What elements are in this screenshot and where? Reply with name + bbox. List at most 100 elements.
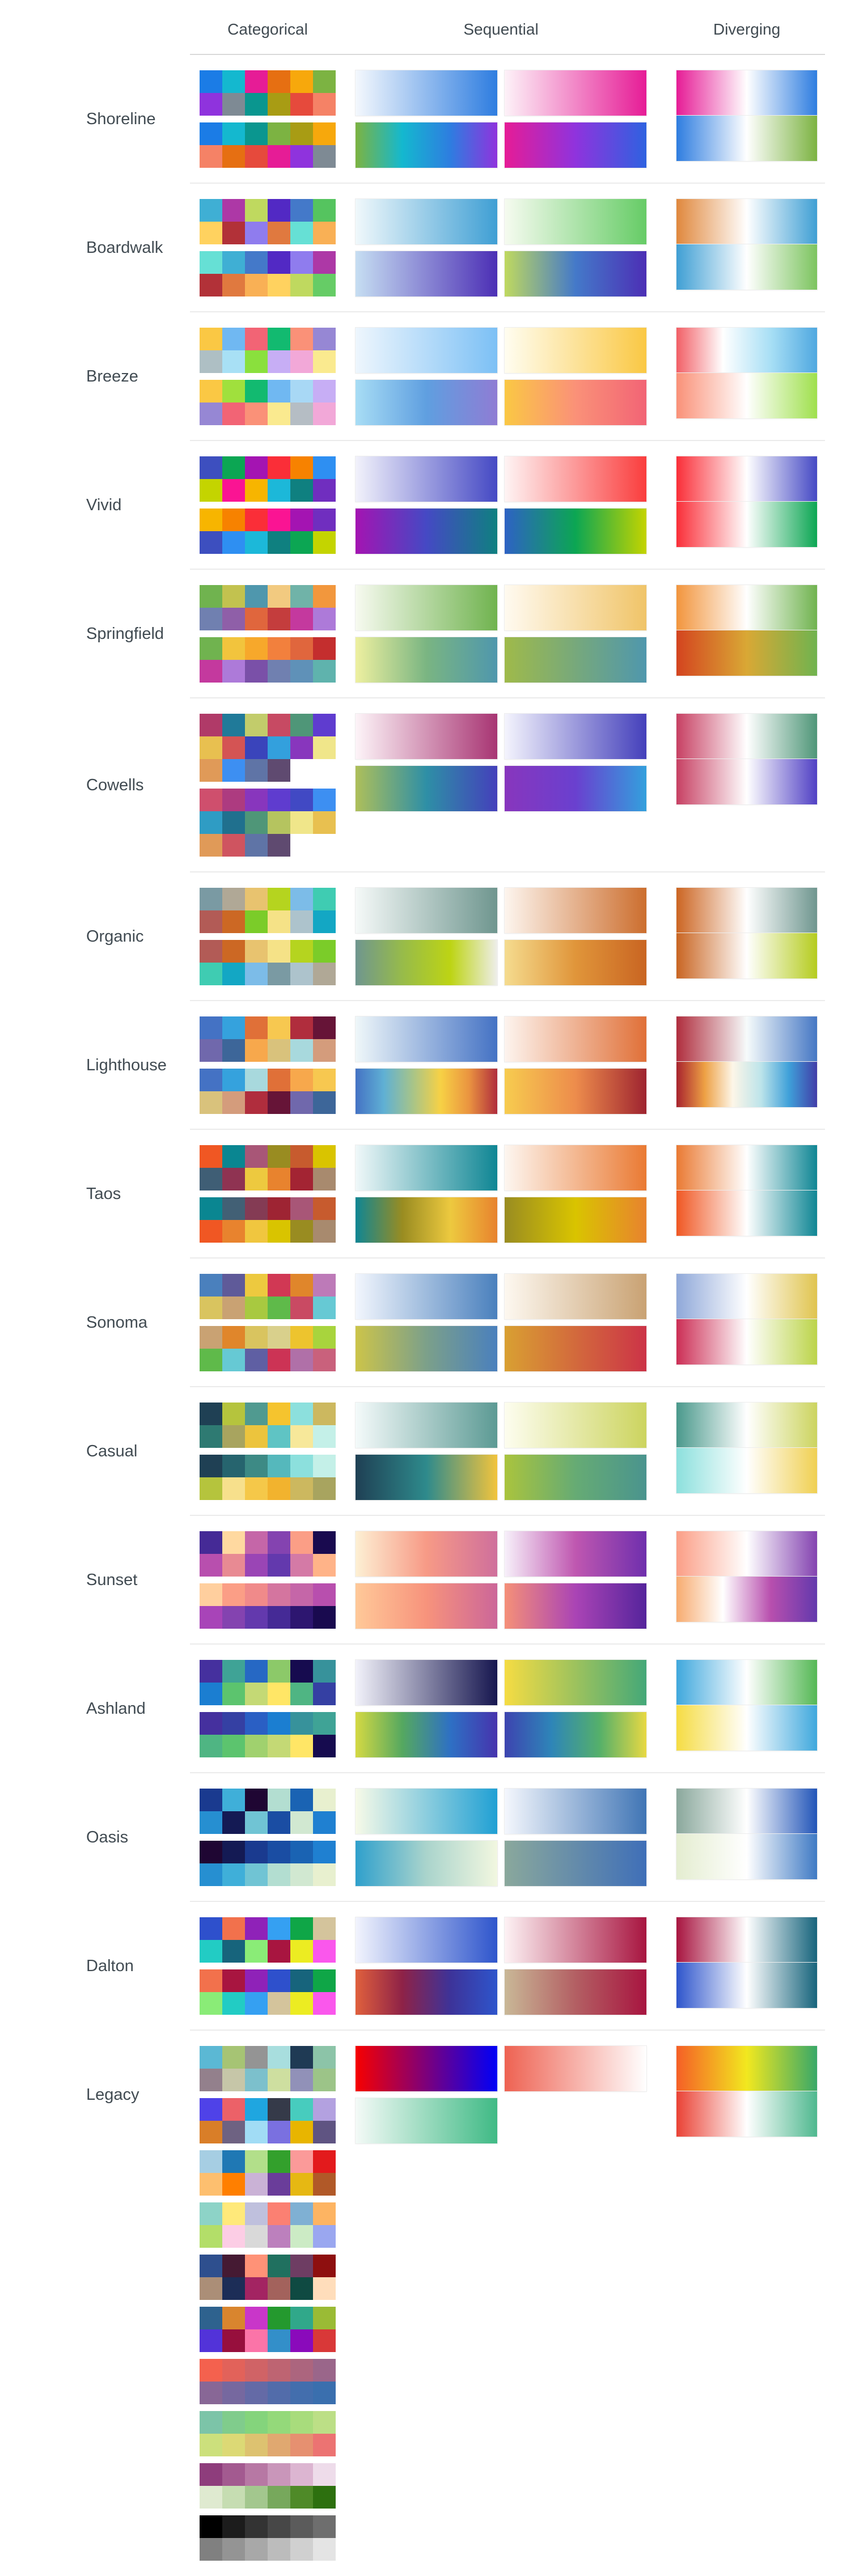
color-swatch (245, 1297, 268, 1319)
categorical-palette (200, 1455, 336, 1500)
color-swatch (222, 834, 245, 857)
diverging-gradient (676, 199, 817, 244)
categorical-palette (200, 122, 336, 168)
color-swatch (268, 1069, 290, 1091)
sequential-column (356, 1274, 676, 1371)
row-divider (190, 2030, 825, 2031)
sequential-gradient (505, 1326, 646, 1371)
color-swatch (290, 1583, 313, 1606)
sequential-gradient (356, 1403, 497, 1448)
color-swatch (313, 1297, 336, 1319)
diverging-column (676, 199, 817, 296)
sequential-palette-row (356, 2046, 676, 2091)
color-swatch (268, 1789, 290, 1811)
theme-label-column: Breeze (0, 328, 200, 425)
color-swatch (290, 940, 313, 963)
sequential-column (356, 585, 676, 683)
sequential-gradient (356, 122, 497, 168)
color-swatch (245, 1016, 268, 1039)
diverging-column (676, 714, 817, 857)
color-swatch (268, 2150, 290, 2173)
theme-label: Organic (86, 927, 144, 946)
categorical-palette (200, 1969, 336, 2015)
theme-label-column: Boardwalk (0, 199, 200, 296)
color-swatch (200, 1477, 222, 1500)
theme-label: Oasis (86, 1828, 129, 1846)
color-swatch (200, 1039, 222, 1062)
theme-label-box: Vivid (86, 456, 200, 554)
color-swatch (245, 2463, 268, 2486)
color-swatch (290, 1039, 313, 1062)
color-swatch (200, 2202, 222, 2225)
sequential-gradient (356, 1531, 497, 1577)
color-swatch (268, 2277, 290, 2300)
color-swatch (268, 328, 290, 350)
color-swatch (200, 2486, 222, 2509)
sequential-gradient (505, 456, 646, 502)
color-swatch (313, 2359, 336, 2382)
color-swatch (222, 222, 245, 244)
color-swatch (313, 1969, 336, 1992)
color-swatch (245, 2277, 268, 2300)
color-swatch (245, 2121, 268, 2143)
theme-row-casual: Casual (0, 1387, 846, 1515)
diverging-gradient (676, 373, 817, 418)
color-swatch (268, 2173, 290, 2196)
theme-label-box: Ashland (86, 1660, 200, 1757)
color-swatch (313, 963, 336, 985)
color-swatch (245, 380, 268, 402)
theme-row-legacy: Legacy (0, 2031, 846, 2575)
color-swatch (222, 456, 245, 479)
color-swatch (245, 834, 268, 857)
categorical-column (200, 456, 356, 554)
color-swatch (268, 1606, 290, 1629)
color-swatch (313, 1531, 336, 1554)
sequential-gradient (356, 251, 497, 296)
color-swatch (245, 402, 268, 425)
row-divider (190, 697, 825, 698)
theme-row-organic: Organic (0, 872, 846, 1000)
categorical-column (200, 1016, 356, 1114)
categorical-palette (200, 1016, 336, 1062)
color-swatch (222, 1606, 245, 1629)
color-swatch (222, 1197, 245, 1220)
sequential-palette-row (356, 1069, 676, 1114)
color-swatch (245, 714, 268, 736)
color-swatch (222, 145, 245, 168)
theme-label: Boardwalk (86, 238, 163, 257)
color-swatch (222, 1554, 245, 1577)
color-swatch (200, 1016, 222, 1039)
sequential-palette-row (356, 1969, 676, 2015)
theme-label-box: Shoreline (86, 70, 200, 168)
color-swatch (268, 2411, 290, 2434)
row-divider (190, 183, 825, 184)
categorical-palette (200, 2411, 336, 2456)
color-swatch (268, 1712, 290, 1735)
color-swatch (313, 1583, 336, 1606)
color-swatch (268, 2538, 290, 2561)
color-swatch (290, 2486, 313, 2509)
color-swatch (268, 2307, 290, 2329)
categorical-palette (200, 940, 336, 985)
color-swatch (290, 1326, 313, 1349)
color-swatch (245, 1531, 268, 1554)
color-swatch (200, 251, 222, 274)
categorical-column (200, 328, 356, 425)
sequential-gradient (356, 1917, 497, 1963)
sequential-palette-row (356, 888, 676, 933)
color-swatch (313, 1683, 336, 1705)
theme-label-box: Breeze (86, 328, 200, 425)
categorical-palette (200, 2307, 336, 2352)
sequential-gradient (505, 1197, 646, 1243)
color-swatch (268, 251, 290, 274)
color-swatch (290, 1660, 313, 1683)
color-swatch (313, 940, 336, 963)
diverging-gradient (676, 1660, 817, 1705)
theme-label: Taos (86, 1184, 121, 1203)
color-swatch (290, 608, 313, 630)
color-swatch (290, 1455, 313, 1477)
color-swatch (222, 811, 245, 834)
sequential-gradient (505, 251, 646, 296)
color-swatch (200, 1712, 222, 1735)
color-swatch (245, 1811, 268, 1834)
